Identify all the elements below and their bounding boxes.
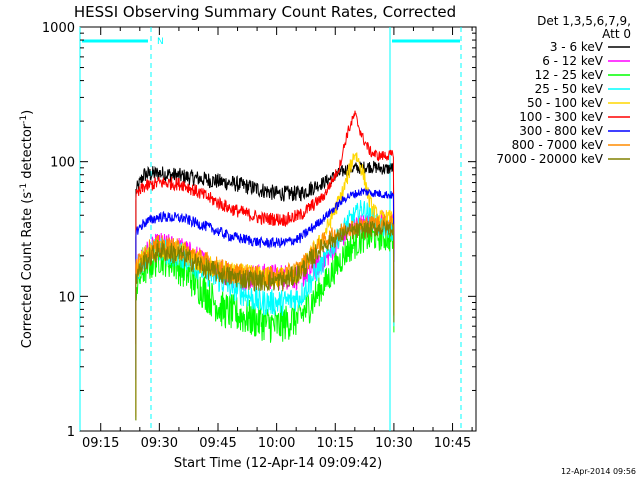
legend-label-6: 300 - 800 keV: [519, 124, 603, 138]
series-line-5: [135, 110, 395, 345]
chart-title: HESSI Observing Summary Count Rates, Cor…: [74, 3, 456, 21]
legend-header-line1: Det 1,3,5,6,7,9,: [537, 14, 631, 28]
series-group: [135, 110, 395, 421]
x-tick-label: 10:45: [434, 436, 471, 451]
y-axis-label: Corrected Count Rate (s-1 detector-1): [19, 110, 35, 348]
legend-label-4: 50 - 100 keV: [527, 96, 604, 110]
y-tick-label: 10: [58, 290, 75, 305]
series-line-2: [135, 222, 395, 421]
legend-label-7: 800 - 7000 keV: [512, 138, 604, 152]
x-tick-label: 10:30: [375, 436, 412, 451]
series-line-6: [135, 187, 395, 380]
legend-label-8: 7000 - 20000 keV: [496, 152, 603, 166]
legend-header-line2: Att 0: [602, 27, 631, 41]
state-markers: N: [79, 27, 462, 431]
x-tick-label: 10:00: [258, 436, 295, 451]
y-label-part3: ): [20, 110, 35, 115]
x-axis: 09:15 09:30 09:45 10:00 10:15 10:30 10:45: [82, 27, 473, 451]
x-tick-label: 09:45: [199, 436, 236, 451]
legend-label-3: 25 - 50 keV: [535, 82, 604, 96]
legend-label-1: 6 - 12 keV: [542, 54, 604, 68]
legend-label-2: 12 - 25 keV: [535, 68, 604, 82]
y-label-sup2: -1: [19, 115, 29, 124]
y-tick-label: 1000: [42, 21, 75, 36]
y-label-part2: detector: [20, 123, 35, 183]
y-tick-label: 1: [67, 425, 75, 440]
x-tick-label: 09:15: [82, 436, 119, 451]
night-marker-label: N: [157, 37, 164, 47]
y-label-part1: Corrected Count Rate (s: [20, 192, 35, 349]
series-line-8: [135, 220, 395, 421]
x-axis-label: Start Time (12-Apr-14 09:09:42): [174, 456, 382, 471]
y-axis: 1 10 100 1000: [42, 21, 476, 440]
y-tick-label: 100: [50, 156, 75, 171]
x-tick-label: 10:15: [317, 436, 354, 451]
x-tick-label: 09:30: [141, 436, 178, 451]
legend-label-5: 100 - 300 keV: [519, 110, 603, 124]
legend-label-0: 3 - 6 keV: [550, 40, 604, 54]
footer-timestamp: 12-Apr-2014 09:56: [561, 467, 636, 476]
y-label-sup1: -1: [19, 183, 29, 192]
series-line-7: [135, 214, 395, 417]
